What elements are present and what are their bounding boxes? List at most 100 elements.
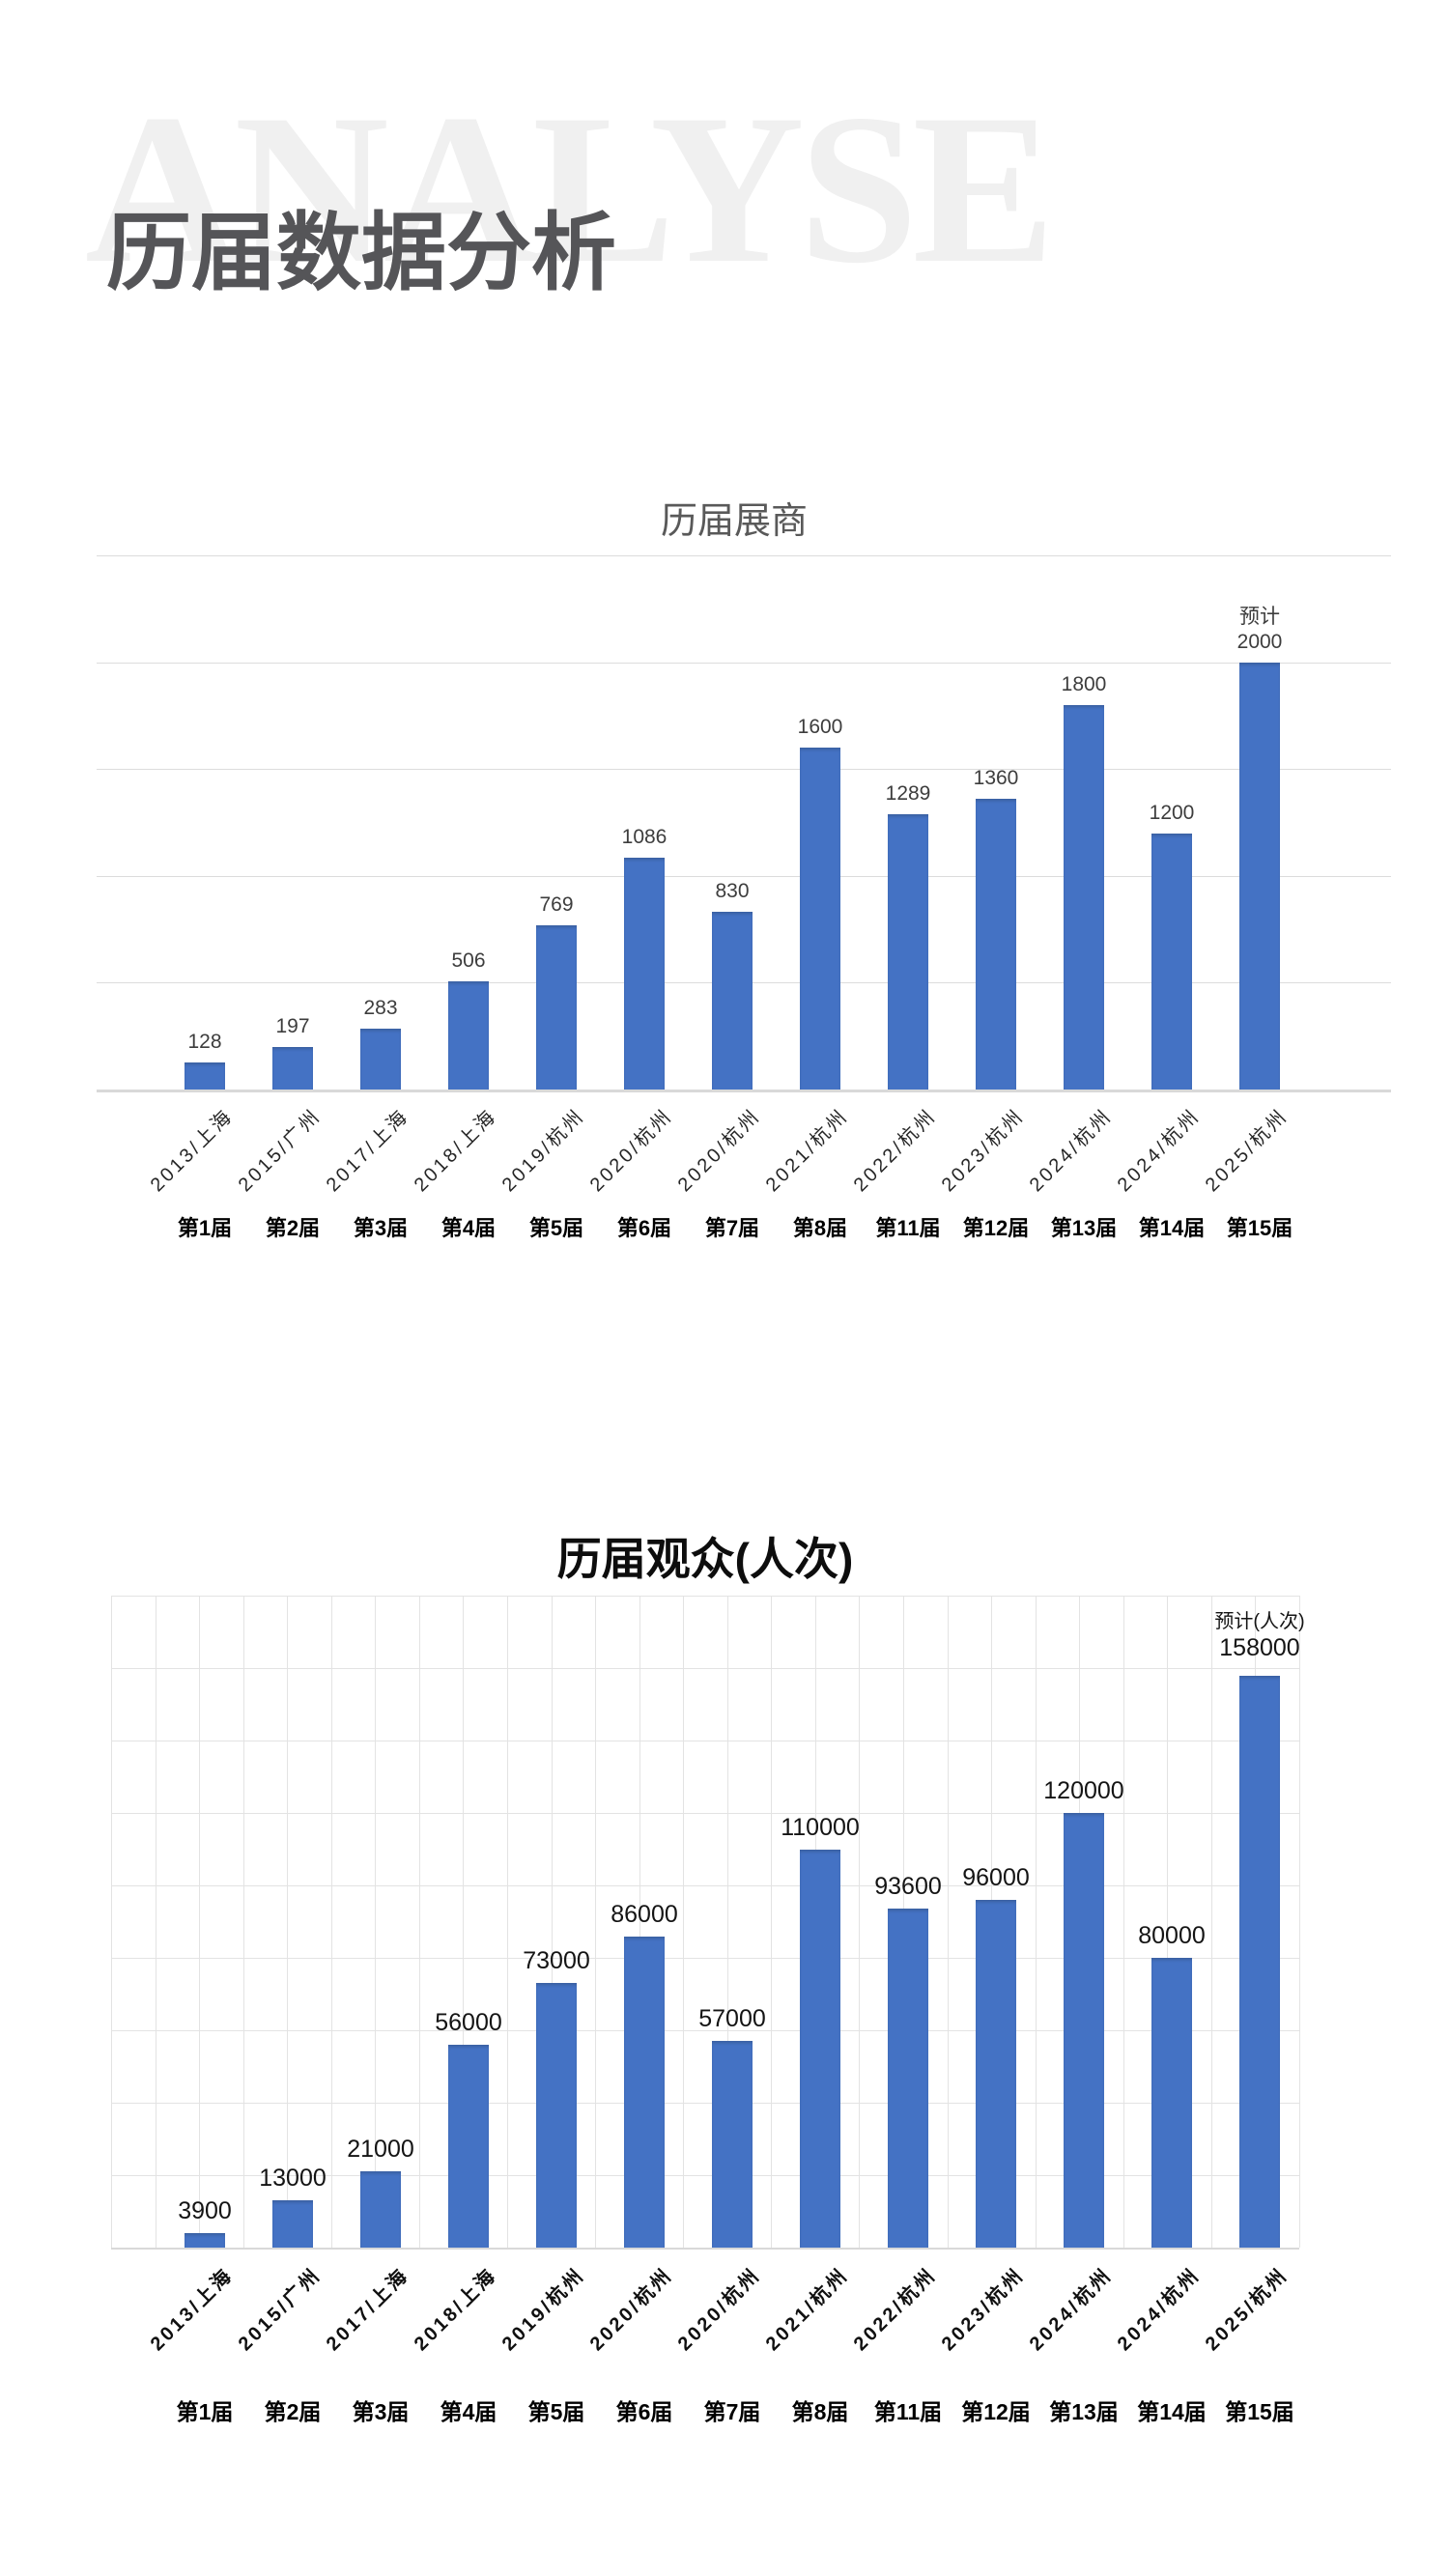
bar: [1151, 1958, 1192, 2248]
category-label: 2015/广州: [234, 2264, 326, 2356]
bar-value-label: 73000: [523, 1947, 590, 1975]
bar-value-label: 86000: [611, 1900, 678, 1928]
bar-value-label: 93600: [874, 1873, 942, 1900]
gridline-v: [1210, 1596, 1212, 2248]
bar-value-label: 13000: [259, 2165, 327, 2193]
edition-label: 第3届: [352, 2399, 410, 2424]
bar-value-label: 1289: [885, 781, 931, 805]
bar-value-label: 57000: [698, 2005, 766, 2033]
edition-label: 第13届: [1049, 2399, 1119, 2424]
edition-label: 第4届: [440, 1216, 497, 1240]
page-title: 历届数据分析: [106, 208, 617, 301]
gridline-v: [1035, 1596, 1037, 2248]
bar-value-label: 1200: [1149, 801, 1195, 824]
gridline-v: [947, 1596, 949, 2248]
category-label: 2020/杭州: [585, 2264, 677, 2356]
gridline-h: [97, 555, 1391, 556]
edition-label: 第2届: [264, 2399, 322, 2424]
bar: [624, 1936, 665, 2248]
gridline-v: [199, 1596, 201, 2248]
gridline-h: [111, 1596, 1299, 1597]
gridline-v: [375, 1596, 377, 2248]
gridline-h: [111, 1885, 1299, 1886]
edition-label: 第5届: [528, 1216, 584, 1240]
forecast-number: 158000: [1219, 1634, 1300, 1662]
bar: [272, 1047, 313, 1090]
bar: [1151, 833, 1192, 1090]
gridline-v: [639, 1596, 640, 2248]
analyse-watermark: ANALYSE: [85, 71, 1056, 308]
forecast-value-label: 预计(人次) 158000: [1214, 1610, 1304, 1664]
edition-label: 第12届: [962, 1216, 1030, 1240]
gridline-v: [287, 1596, 289, 2248]
category-label: 2023/杭州: [937, 2264, 1029, 2356]
bar-value-label: 96000: [962, 1864, 1030, 1891]
category-label: 2024/杭州: [1113, 2264, 1205, 2356]
bar: [360, 1029, 401, 1090]
bar: [888, 1909, 928, 2248]
bar: [888, 813, 928, 1090]
bar: [976, 799, 1016, 1090]
forecast-prefix: 预计: [1239, 605, 1280, 628]
gridline-v: [726, 1596, 728, 2248]
bar: [1239, 662, 1280, 1090]
edition-label: 第3届: [353, 1216, 409, 1240]
gridline-v: [1122, 1596, 1124, 2248]
gridline-h: [111, 1958, 1299, 1959]
gridline-h: [111, 2103, 1299, 2104]
category-label: 2025/杭州: [1201, 2264, 1293, 2356]
edition-label: 第8届: [792, 1216, 848, 1240]
bar-value-label: 1086: [621, 825, 668, 848]
bar-value-label: 506: [451, 949, 486, 973]
forecast-prefix: 预计(人次): [1214, 1610, 1305, 1632]
gridline-v: [551, 1596, 553, 2248]
edition-label: 第13届: [1050, 1216, 1118, 1240]
bar: [448, 981, 489, 1090]
bar-value-label: 769: [539, 892, 574, 916]
edition-label: 第7届: [703, 2399, 761, 2424]
gridline-v: [595, 1596, 597, 2248]
bar: [1064, 1813, 1104, 2248]
gridline-v: [1299, 1596, 1300, 2248]
edition-label: 第5届: [527, 2399, 585, 2424]
bar-value-label: 3900: [178, 2197, 232, 2225]
bar-value-label: 128: [187, 1030, 222, 1053]
gridline-v: [242, 1596, 244, 2248]
x-axis-line: [97, 1090, 1391, 1092]
bar: [272, 2200, 313, 2248]
gridline-v: [859, 1596, 861, 2248]
edition-label: 第11届: [875, 1216, 941, 1240]
bar: [536, 1983, 577, 2249]
edition-label: 第1届: [177, 1216, 233, 1240]
edition-label: 第12届: [961, 2399, 1031, 2424]
bar-value-label: 120000: [1043, 1777, 1124, 1804]
bar: [536, 924, 577, 1090]
x-axis-line: [111, 2248, 1299, 2250]
category-label: 2021/杭州: [761, 2264, 853, 2356]
edition-label: 第6届: [616, 1216, 672, 1240]
bar: [800, 1849, 840, 2248]
bar-value-label: 1800: [1061, 672, 1107, 695]
edition-label: 第8届: [791, 2399, 849, 2424]
bar: [1239, 1675, 1280, 2248]
edition-label: 第1届: [176, 2399, 234, 2424]
bar-value-label: 197: [275, 1015, 310, 1038]
bar-value-label: 283: [363, 997, 398, 1020]
category-label: 2024/杭州: [1025, 2264, 1117, 2356]
gridline-h: [111, 2030, 1299, 2031]
gridline-h: [97, 769, 1391, 771]
chart-exhibitors-title: 历届展商: [660, 501, 809, 542]
edition-label: 第14届: [1138, 1216, 1206, 1240]
category-label: 2013/上海: [146, 2264, 238, 2356]
gridline-v: [418, 1596, 420, 2248]
bar-value-label: 1600: [797, 716, 843, 739]
bar: [360, 2171, 401, 2249]
gridline-v: [683, 1596, 685, 2248]
category-label: 2020/杭州: [673, 2264, 765, 2356]
edition-label: 第14届: [1137, 2399, 1207, 2424]
bar-value-label: 56000: [435, 2009, 502, 2036]
bar: [448, 2045, 489, 2248]
gridline-h: [97, 662, 1391, 664]
